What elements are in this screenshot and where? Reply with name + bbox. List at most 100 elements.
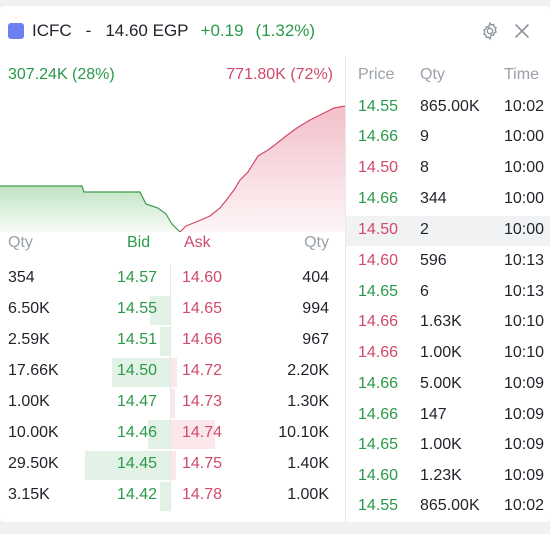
trade-row[interactable]: 14.50 8 10:00 — [346, 154, 550, 184]
bid-price: 14.57 — [116, 269, 157, 286]
trade-time: 10:13 — [504, 252, 545, 269]
orderbook-row[interactable]: 2.59K 14.51 14.66 967 — [0, 326, 345, 357]
orderbook-row[interactable]: 3.15K 14.42 14.78 1.00K — [0, 481, 345, 512]
orderbook-row[interactable]: 1.00K 14.47 14.73 1.30K — [0, 388, 345, 419]
trade-price: 14.66 — [358, 128, 399, 145]
orderbook-row[interactable]: 17.66K 14.50 14.72 2.20K — [0, 357, 345, 388]
header-separator: - — [85, 21, 92, 40]
trade-row[interactable]: 14.66 1.00K 10:10 — [346, 339, 550, 369]
trades-header: Price Qty Time — [346, 64, 550, 88]
ask-qty: 1.40K — [287, 455, 329, 472]
price-change: +0.19 — [200, 21, 244, 40]
trade-price: 14.50 — [358, 159, 399, 176]
trade-qty: 865.00K — [420, 98, 480, 115]
bid-price: 14.42 — [116, 486, 157, 503]
trade-row[interactable]: 14.65 1.00K 10:09 — [346, 431, 550, 461]
gear-icon[interactable] — [480, 21, 500, 41]
trade-qty: 1.00K — [420, 344, 462, 361]
bid-qty-header: Qty — [8, 234, 33, 251]
orderbook-row[interactable]: 10.00K 14.46 14.74 10.10K — [0, 419, 345, 450]
trade-row[interactable]: 14.55 865.00K 10:02 — [346, 93, 550, 123]
trade-qty: 1.63K — [420, 313, 462, 330]
ask-qty: 10.10K — [278, 424, 329, 441]
trade-row[interactable]: 14.66 147 10:09 — [346, 401, 550, 431]
ask-price: 14.72 — [182, 362, 223, 379]
ask-price: 14.75 — [182, 455, 223, 472]
bid-price: 14.51 — [116, 331, 157, 348]
trade-history: Price Qty Time 14.55 865.00K 10:02 14.66… — [346, 56, 550, 522]
trade-row[interactable]: 14.66 1.63K 10:10 — [346, 308, 550, 338]
orderbook-row[interactable]: 29.50K 14.45 14.75 1.40K — [0, 450, 345, 481]
ask-header: Ask — [184, 234, 211, 251]
trade-price: 14.55 — [358, 98, 399, 115]
trade-time: 10:00 — [504, 190, 545, 207]
trade-row[interactable]: 14.60 1.23K 10:09 — [346, 462, 550, 492]
trade-price: 14.66 — [358, 375, 399, 392]
bid-depth-bar — [160, 482, 170, 511]
ask-depth-area — [180, 106, 345, 232]
trade-row[interactable]: 14.66 9 10:00 — [346, 123, 550, 153]
bid-depth-bar — [160, 327, 170, 356]
orderbook-row[interactable]: 6.50K 14.55 14.65 994 — [0, 295, 345, 326]
ask-price: 14.60 — [182, 269, 223, 286]
orderbook-row[interactable]: 354 14.57 14.60 404 — [0, 264, 345, 295]
bid-price: 14.47 — [116, 393, 157, 410]
trade-qty: 5.00K — [420, 375, 462, 392]
trade-qty: 2 — [420, 221, 429, 238]
bid-qty: 29.50K — [8, 455, 59, 472]
trade-price: 14.66 — [358, 190, 399, 207]
trade-time: 10:09 — [504, 467, 545, 484]
trade-time: 10:10 — [504, 313, 545, 330]
trade-row[interactable]: 14.66 344 10:00 — [346, 185, 550, 215]
trades-divider — [345, 56, 346, 522]
ask-depth-bar — [171, 451, 176, 480]
orderbook-rows: 354 14.57 14.60 404 6.50K 14.55 14.65 99… — [0, 264, 345, 512]
ask-qty: 1.30K — [287, 393, 329, 410]
bid-depth-bar — [112, 358, 170, 387]
ask-price: 14.74 — [182, 424, 223, 441]
bid-price: 14.50 — [116, 362, 157, 379]
trade-row[interactable]: 14.55 865.00K 10:02 — [346, 492, 550, 522]
panel-header: ICFC - 14.60 EGP +0.19 (1.32%) — [0, 6, 550, 56]
trade-row[interactable]: 14.50 2 10:00 — [346, 216, 550, 246]
ask-qty: 994 — [302, 300, 329, 317]
bid-qty: 17.66K — [8, 362, 59, 379]
bid-qty: 6.50K — [8, 300, 50, 317]
ask-price: 14.78 — [182, 486, 223, 503]
bid-qty: 10.00K — [8, 424, 59, 441]
buy-volume: 307.24K (28%) — [8, 66, 115, 83]
bid-ask-divider — [170, 264, 171, 512]
trade-qty: 9 — [420, 128, 429, 145]
last-price: 14.60 EGP — [105, 21, 189, 40]
sell-volume: 771.80K (72%) — [226, 66, 333, 83]
ask-qty: 404 — [302, 269, 329, 286]
trade-row[interactable]: 14.65 6 10:13 — [346, 278, 550, 308]
symbol-name: ICFC — [32, 21, 72, 40]
depth-chart — [0, 105, 345, 232]
ask-depth-bar — [171, 358, 177, 387]
ask-depth-bar — [171, 420, 215, 449]
bid-depth-line — [0, 185, 181, 232]
ask-depth-bar — [171, 389, 175, 418]
bid-depth-bar — [150, 296, 170, 325]
bid-price: 14.45 — [116, 455, 157, 472]
trade-price: 14.55 — [358, 497, 399, 514]
trade-price: 14.66 — [358, 344, 399, 361]
trade-row[interactable]: 14.66 5.00K 10:09 — [346, 370, 550, 400]
bid-price: 14.55 — [116, 300, 157, 317]
bid-depth-bar — [148, 420, 170, 449]
trade-qty: 147 — [420, 406, 447, 423]
trade-row[interactable]: 14.60 596 10:13 — [346, 247, 550, 277]
trade-price: 14.60 — [358, 467, 399, 484]
trade-time: 10:00 — [504, 128, 545, 145]
trade-qty: 1.00K — [420, 436, 462, 453]
trade-time: 10:02 — [504, 497, 545, 514]
volume-summary: 307.24K (28%) 771.80K (72%) — [0, 66, 345, 90]
close-icon[interactable] — [511, 20, 533, 42]
trade-qty: 596 — [420, 252, 447, 269]
ask-price: 14.73 — [182, 393, 223, 410]
order-book-panel: ICFC - 14.60 EGP +0.19 (1.32%) 307.24K (… — [0, 6, 550, 522]
ask-price: 14.65 — [182, 300, 223, 317]
trade-time: 10:10 — [504, 344, 545, 361]
bid-depth-bar — [85, 451, 170, 480]
